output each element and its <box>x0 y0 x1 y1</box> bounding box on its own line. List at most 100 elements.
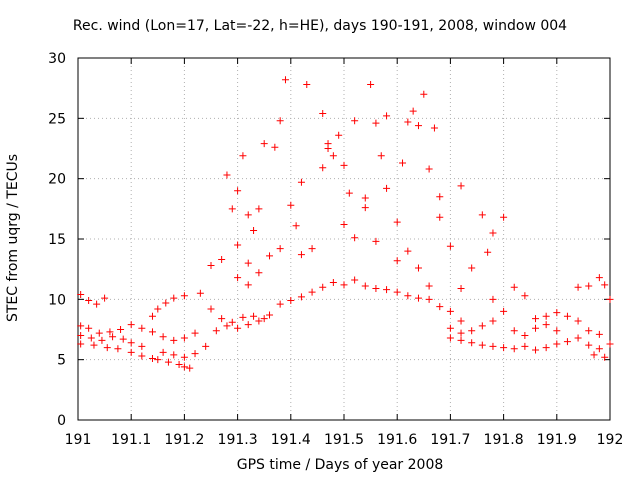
data-point <box>532 324 540 332</box>
data-points <box>77 76 614 372</box>
data-point <box>87 334 95 342</box>
data-point <box>595 330 603 338</box>
x-tick-label: 191.3 <box>218 432 258 448</box>
data-point <box>218 315 226 323</box>
data-point <box>159 348 167 356</box>
data-point <box>228 205 236 213</box>
data-point <box>255 317 263 325</box>
data-point <box>532 315 540 323</box>
data-point <box>457 336 465 344</box>
data-point <box>393 257 401 265</box>
data-point <box>446 307 454 315</box>
data-point <box>175 360 183 368</box>
data-point <box>234 324 242 332</box>
y-tick-label: 30 <box>48 51 66 67</box>
data-point <box>138 342 146 350</box>
axis-ticks <box>77 57 611 421</box>
data-point <box>223 171 231 179</box>
data-point <box>430 124 438 132</box>
x-tick-label: 192 <box>597 432 624 448</box>
data-point <box>340 221 348 229</box>
x-tick-label: 191.5 <box>324 432 364 448</box>
data-point <box>414 294 422 302</box>
data-point <box>500 213 508 221</box>
data-point <box>585 327 593 335</box>
data-point <box>361 194 369 202</box>
y-tick-label: 15 <box>48 232 66 248</box>
data-point <box>170 336 178 344</box>
data-point <box>85 297 93 305</box>
data-point <box>287 201 295 209</box>
data-point <box>276 300 284 308</box>
data-point <box>127 348 135 356</box>
data-point <box>329 278 337 286</box>
data-point <box>335 131 343 139</box>
data-point <box>489 317 497 325</box>
data-point <box>521 292 529 300</box>
data-point <box>510 283 518 291</box>
data-point <box>393 218 401 226</box>
data-point <box>319 283 327 291</box>
data-point <box>196 289 204 297</box>
data-point <box>372 284 380 292</box>
data-point <box>446 324 454 332</box>
data-point <box>468 339 476 347</box>
data-point <box>457 182 465 190</box>
data-point <box>542 344 550 352</box>
data-point <box>489 295 497 303</box>
data-point <box>553 340 561 348</box>
data-point <box>180 363 188 371</box>
x-axis-label: GPS time / Days of year 2008 <box>236 457 444 473</box>
data-point <box>574 334 582 342</box>
data-point <box>255 269 263 277</box>
data-point <box>595 274 603 282</box>
data-point <box>372 119 380 127</box>
data-point <box>601 281 609 289</box>
data-point <box>329 152 337 160</box>
data-point <box>103 344 111 352</box>
data-point <box>244 281 252 289</box>
data-point <box>95 329 103 337</box>
data-point <box>478 341 486 349</box>
data-point <box>202 342 210 350</box>
data-point <box>590 351 598 359</box>
data-point <box>351 234 359 242</box>
data-point <box>191 350 199 358</box>
data-point <box>601 353 609 361</box>
y-tick-label: 10 <box>48 292 66 308</box>
data-point <box>186 364 194 372</box>
data-point <box>234 274 242 282</box>
data-point <box>148 312 156 320</box>
data-point <box>271 143 279 151</box>
data-point <box>292 222 300 230</box>
data-point <box>250 312 258 320</box>
x-tick-label: 191.8 <box>484 432 524 448</box>
data-point <box>297 251 305 259</box>
data-point <box>606 295 614 303</box>
data-point <box>90 341 98 349</box>
data-point <box>308 288 316 296</box>
data-point <box>319 164 327 172</box>
data-point <box>414 264 422 272</box>
x-tick-label: 191.9 <box>537 432 577 448</box>
data-point <box>117 326 125 333</box>
data-point <box>127 321 135 329</box>
data-point <box>532 346 540 354</box>
data-point <box>521 342 529 350</box>
data-point <box>287 297 295 305</box>
data-point <box>170 351 178 359</box>
data-point <box>393 288 401 296</box>
data-point <box>324 140 332 148</box>
data-point <box>510 327 518 335</box>
data-point <box>436 193 444 201</box>
data-point <box>114 345 122 353</box>
x-tick-label: 191.7 <box>430 432 470 448</box>
x-tick-labels: 191 191.1 191.2 191.3 191.4 191.5 191.6 191.7 19… <box>65 432 624 448</box>
data-point <box>521 332 529 340</box>
data-point <box>478 211 486 219</box>
data-point <box>457 317 465 325</box>
data-point <box>457 284 465 292</box>
data-point <box>500 307 508 315</box>
data-point <box>255 205 263 213</box>
data-point <box>351 276 359 284</box>
